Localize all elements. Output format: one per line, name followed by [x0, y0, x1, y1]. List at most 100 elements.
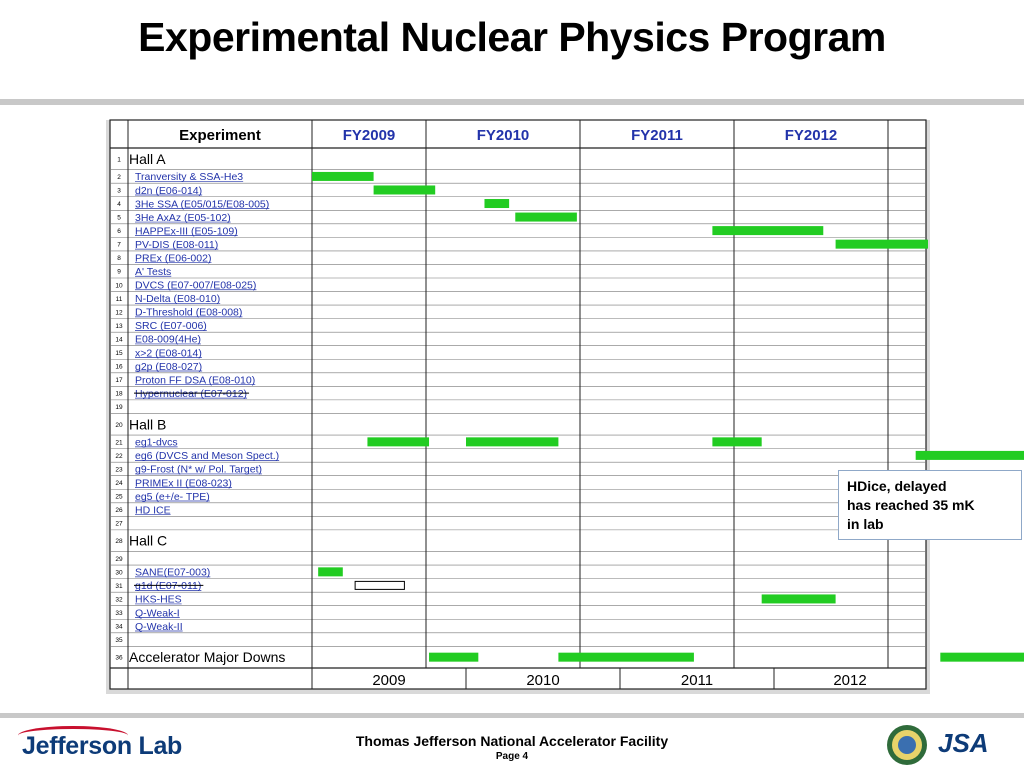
experiment-label: PRIMEx II (E08-023)	[135, 477, 232, 489]
schedule-bar-scheduled	[484, 199, 510, 209]
calendar-year-label: 2011	[681, 672, 713, 689]
experiment-label: g9-Frost (N* w/ Pol. Target)	[135, 464, 262, 476]
row-number: 34	[115, 624, 123, 631]
schedule-bar-scheduled	[312, 171, 374, 181]
gantt-grid	[110, 120, 926, 689]
schedule-bar-scheduled	[558, 652, 694, 662]
row-number: 36	[115, 655, 123, 662]
row-number: 11	[116, 296, 123, 303]
experiment-label: HKS-HES	[135, 594, 182, 606]
schedule-bar-scheduled	[940, 652, 1024, 662]
row-number: 29	[115, 556, 123, 563]
schedule-bar-scheduled	[429, 652, 479, 662]
experiment-label: D-Threshold (E08-008)	[135, 307, 242, 319]
section-heading: Hall C	[129, 533, 167, 549]
row-number: 26	[115, 507, 123, 514]
row-number: 18	[115, 391, 123, 398]
calendar-year-label: 2010	[526, 672, 559, 689]
row-number: 32	[115, 596, 123, 603]
experiment-label: PREx (E06-002)	[135, 252, 211, 264]
experiment-label: E08-009(4He)	[135, 334, 201, 346]
experiment-label: Q-Weak-II	[135, 621, 183, 633]
experiment-label: Proton FF DSA (E08-010)	[135, 374, 255, 386]
row-number: 10	[115, 282, 123, 289]
schedule-bar-cancelled	[354, 580, 405, 590]
doe-seal-icon	[887, 725, 927, 765]
footer-divider	[0, 713, 1024, 718]
row-number: 27	[115, 521, 123, 528]
experiment-label: eg6 (DVCS and Meson Spect.)	[135, 450, 279, 462]
row-number: 21	[115, 439, 123, 446]
section-heading: Hall A	[129, 151, 166, 167]
experiment-label: N-Delta (E08-010)	[135, 293, 220, 305]
fiscal-year-label: FY2012	[785, 127, 838, 144]
row-number: 5	[117, 215, 121, 222]
fiscal-year-label: FY2010	[477, 127, 530, 144]
experiment-label: SANE(E07-003)	[135, 567, 210, 579]
row-number: 7	[117, 242, 121, 249]
row-number: 35	[115, 637, 123, 644]
experiment-label: A' Tests	[135, 266, 171, 278]
schedule-bar-scheduled	[318, 567, 343, 577]
fiscal-year-label: FY2009	[343, 127, 396, 144]
callout-line: in lab	[847, 516, 884, 532]
row-number: 16	[115, 364, 123, 371]
section-heading: Hall B	[129, 416, 166, 432]
row-number: 9	[117, 269, 121, 276]
row-number: 33	[115, 610, 123, 617]
row-number: 14	[115, 336, 123, 343]
row-number: 17	[115, 377, 123, 384]
jefferson-lab-wordmark: Jefferson Lab	[22, 732, 183, 760]
calendar-year-label: 2009	[372, 672, 405, 689]
page-number: Page 4	[495, 751, 529, 762]
gantt-year-axis: 2009 2010 2011 2012	[372, 672, 866, 689]
experiment-label: SRC (E07-006)	[135, 320, 207, 332]
experiment-label: d2n (E06-014)	[135, 185, 202, 197]
schedule-bar-scheduled	[761, 594, 836, 604]
schedule-bar-scheduled	[373, 185, 436, 195]
row-number: 6	[117, 228, 121, 235]
title-divider	[0, 99, 1024, 105]
row-number: 4	[117, 201, 121, 208]
schedule-bar-scheduled	[367, 437, 430, 447]
experiment-label: eg5 (e+/e- TPE)	[135, 491, 210, 503]
experiment-column-header: Experiment	[179, 127, 261, 144]
row-number: 25	[115, 494, 123, 501]
row-number: 23	[115, 466, 123, 473]
row-number: 12	[115, 309, 123, 316]
row-number: 30	[115, 569, 123, 576]
schedule-bar-scheduled	[515, 212, 577, 222]
row-number: 22	[115, 453, 123, 460]
row-number: 28	[115, 538, 123, 545]
schedule-gantt: Experiment FY2009 FY2010 FY2011 FY2012 1 Hall…	[106, 119, 1024, 694]
experiment-label: Hypernuclear (E07-012)	[135, 388, 247, 400]
experiment-label: PV-DIS (E08-011)	[135, 239, 218, 251]
experiment-label: x>2 (E08-014)	[135, 347, 202, 359]
experiment-label: 3He AxAz (E05-102)	[135, 212, 231, 224]
schedule-bar-scheduled	[712, 437, 762, 447]
row-number: 2	[117, 174, 121, 181]
jefferson-lab-logo: Jefferson Lab	[18, 726, 218, 766]
row-number: 15	[115, 350, 123, 357]
experiment-label: eg1-dvcs	[135, 437, 178, 449]
logo-swoosh-icon	[18, 726, 128, 745]
row-number: 8	[117, 255, 121, 262]
experiment-label: g1d (E07-011)	[135, 580, 201, 592]
gantt-header: Experiment FY2009 FY2010 FY2011 FY2012	[179, 127, 837, 144]
experiment-label: Q-Weak-I	[135, 607, 180, 619]
experiment-label: DVCS (E07-007/E08-025)	[135, 280, 256, 292]
hdice-callout: HDice, delayed has reached 35 mK in lab	[838, 470, 1022, 540]
jsa-wordmark: JSA	[938, 728, 989, 758]
experiment-label: HD ICE	[135, 504, 171, 516]
schedule-bar-scheduled	[835, 239, 928, 249]
experiment-label: HAPPEx-III (E05-109)	[135, 225, 238, 237]
experiment-label: 3He SSA (E05/015/E08-005)	[135, 198, 269, 210]
gantt-bars	[312, 171, 1024, 662]
callout-line: HDice, delayed	[847, 478, 947, 494]
jsa-logo: JSA	[938, 728, 989, 759]
gantt-rows: 1 Hall A 2 Tranversity & SSA-He3 3 d2n (E06-0…	[115, 151, 285, 665]
experiment-label: g2p (E08-027)	[135, 361, 202, 373]
schedule-bar-scheduled	[712, 226, 824, 236]
row-number: 13	[115, 323, 123, 330]
footer-organization: Thomas Jefferson National Accelerator Fa…	[355, 733, 669, 749]
